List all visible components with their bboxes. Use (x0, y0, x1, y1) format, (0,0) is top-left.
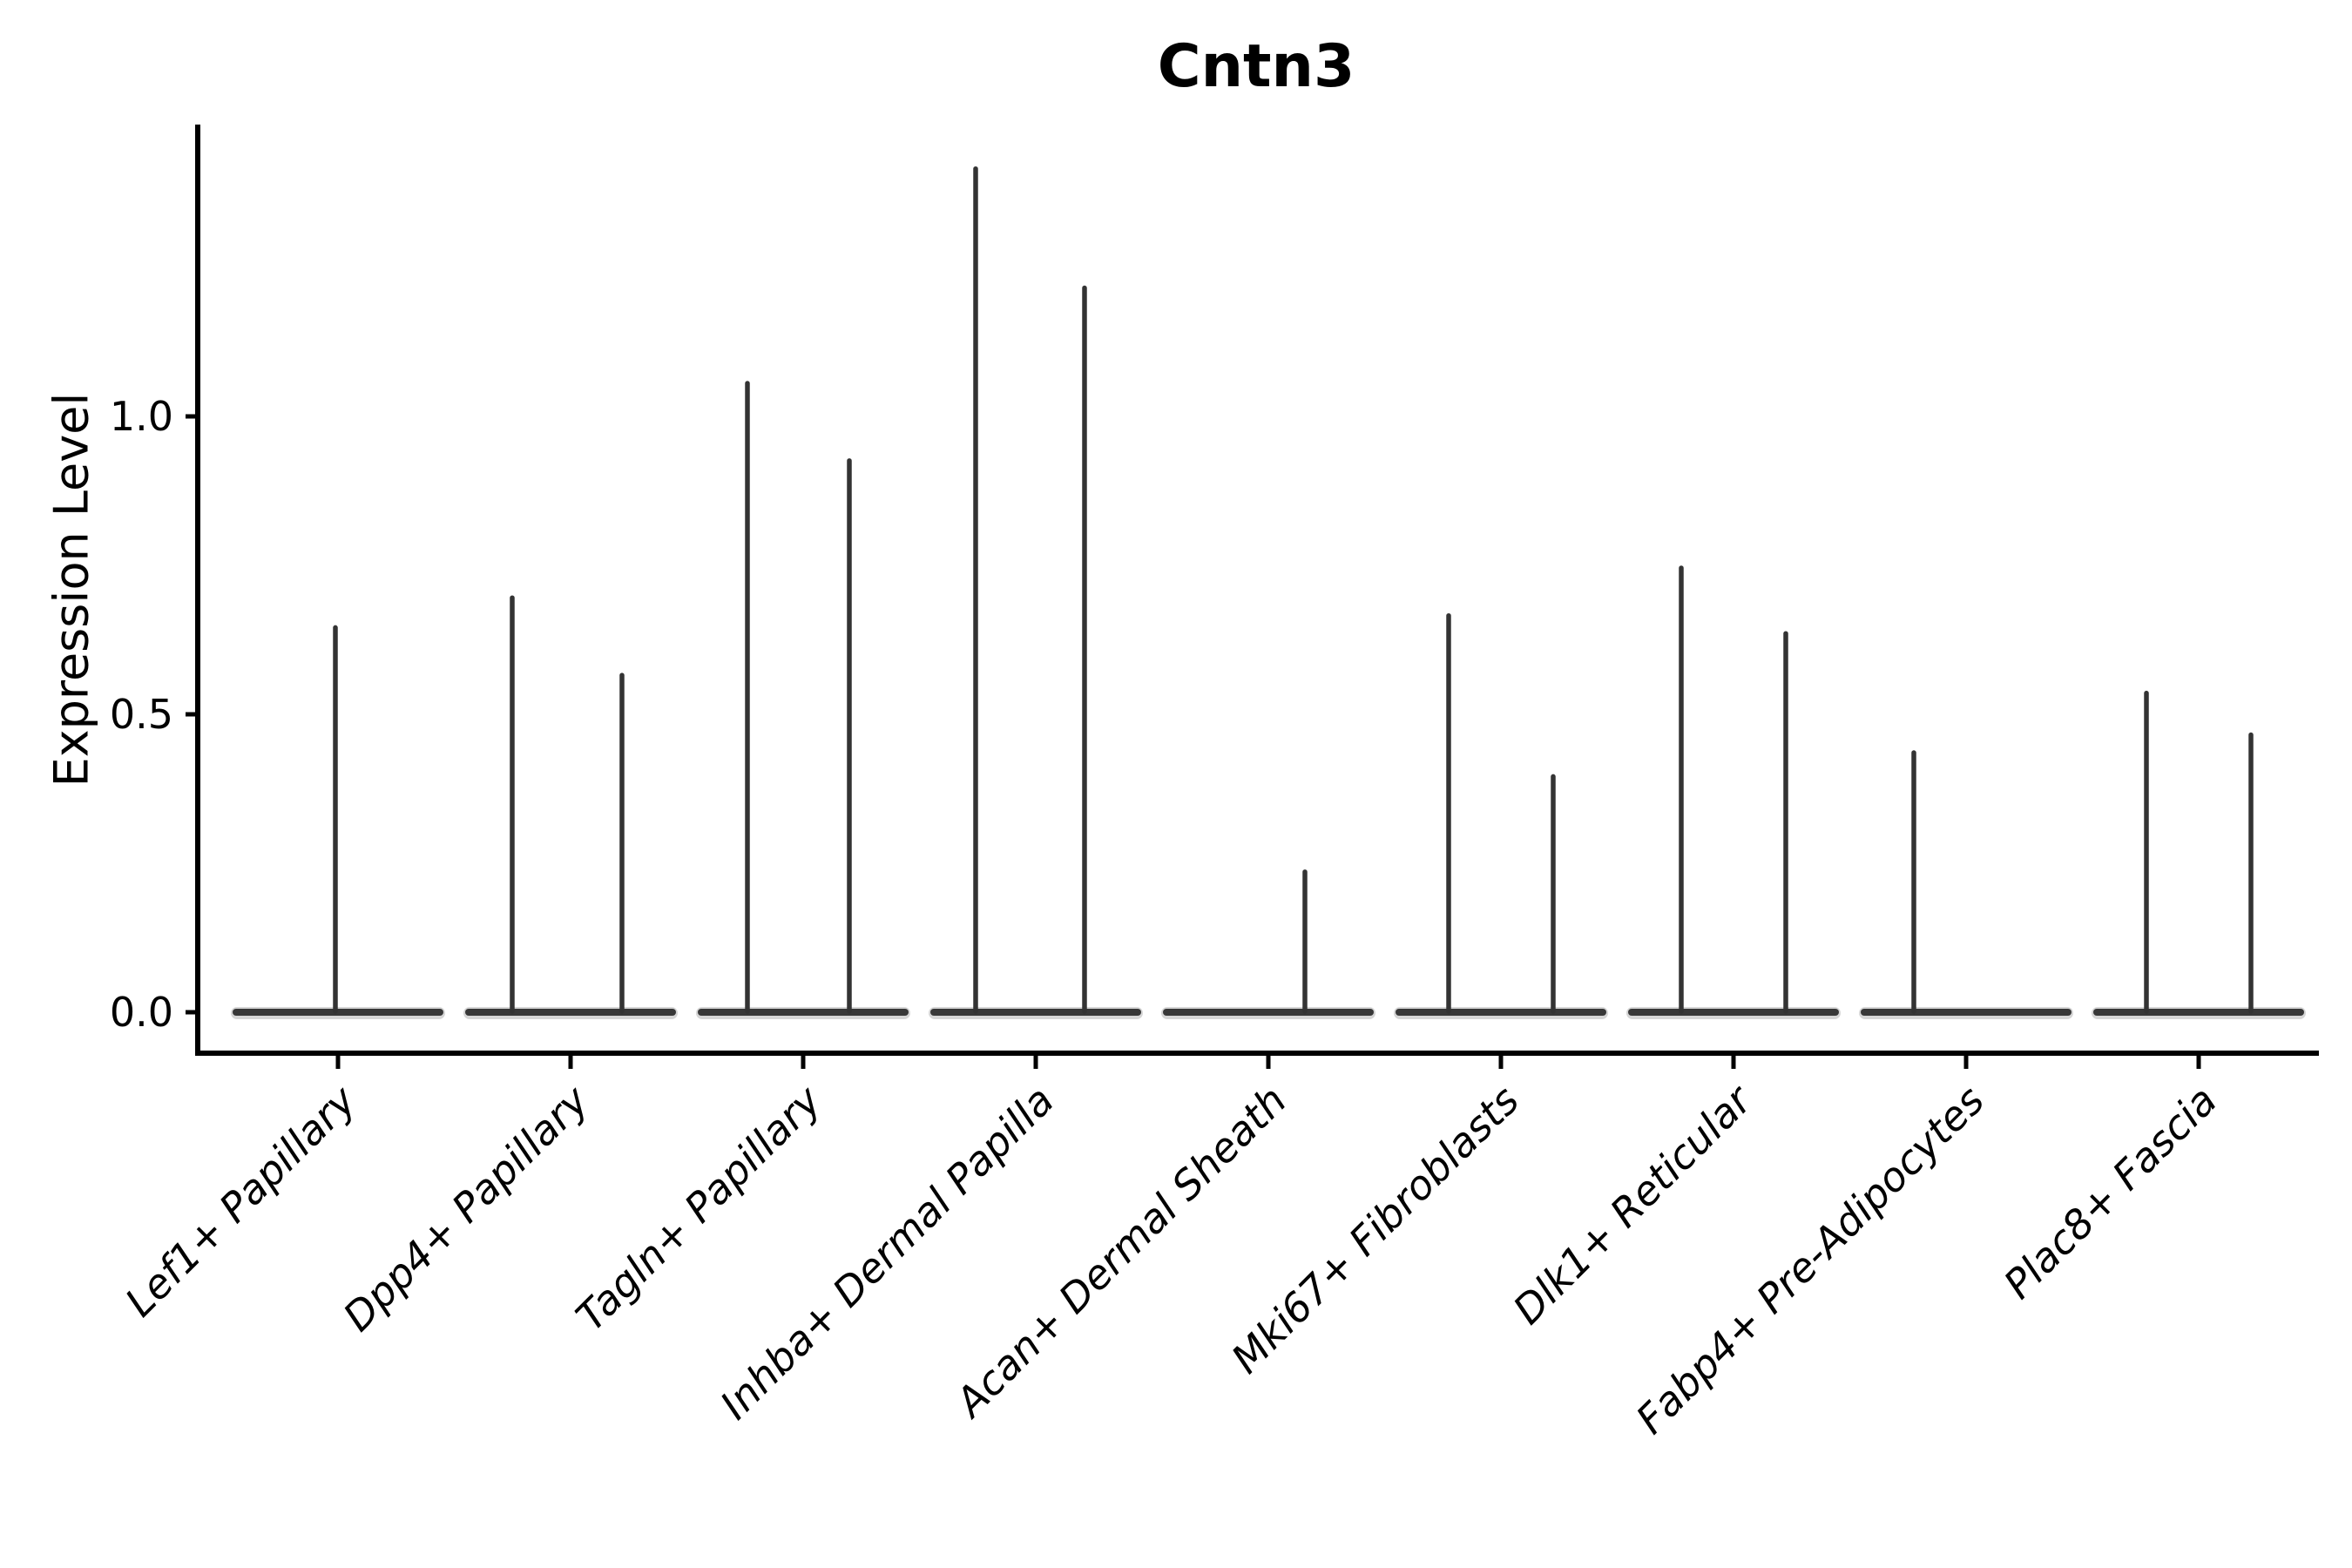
violin-body (1861, 1009, 2072, 1016)
violin-body (233, 1009, 443, 1016)
y-tick-label: 1.0 (110, 393, 173, 440)
x-tick-label: Plac8+ Fascia (1995, 1077, 2226, 1308)
x-tick-label: Tagln+ Papillary (567, 1076, 831, 1340)
violin-body (2093, 1009, 2304, 1016)
violin-body (1163, 1009, 1374, 1016)
violin-body (930, 1009, 1141, 1016)
violin-body (1628, 1009, 1839, 1016)
x-tick-label: Dlk1+ Reticular (1504, 1075, 1762, 1334)
x-tick-label: Dpp4+ Papillary (334, 1076, 598, 1340)
x-tick-label: Lef1+ Papillary (116, 1076, 365, 1325)
y-tick-label: 0.0 (110, 989, 173, 1036)
chart-title: Cntn3 (1158, 32, 1355, 101)
violin-body (465, 1009, 676, 1016)
y-tick-label: 0.5 (110, 691, 173, 738)
y-axis-label: Expression Level (44, 393, 99, 787)
violin-body (1396, 1009, 1606, 1016)
violin-body (698, 1009, 909, 1016)
